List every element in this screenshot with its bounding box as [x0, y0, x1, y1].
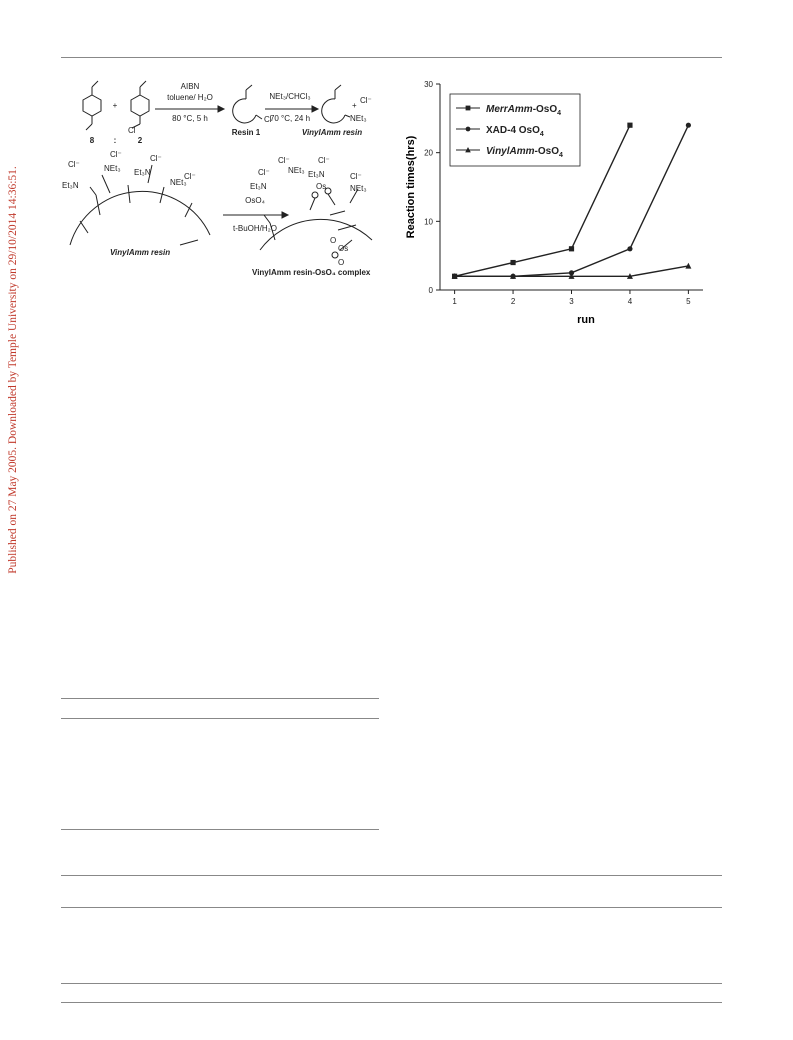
triangle-marker	[626, 273, 633, 279]
step1-conditions: 80 °C, 5 h	[172, 114, 208, 123]
resin-1-bead	[232, 84, 263, 124]
triangle-marker	[685, 262, 692, 269]
osmium-1: Os	[316, 182, 326, 191]
chart-axes: 0 10 20 30 1 2 3 4 5	[424, 80, 703, 306]
triangle-marker	[465, 147, 471, 153]
y-tick-label: 30	[424, 80, 433, 89]
y-axis-label: Reaction times(hrs)	[405, 135, 417, 238]
net3-4: NEt₃	[350, 184, 367, 193]
cl-5: Cl⁻	[278, 156, 290, 165]
y-tick-label: 20	[424, 149, 433, 158]
top-chloride: Cl⁻	[360, 96, 372, 105]
y-tick-label: 10	[424, 217, 433, 226]
vinylamm-resin-label-top: VinylAmm resin	[302, 128, 362, 137]
series-line-1	[454, 124, 631, 277]
plus-sign: +	[113, 101, 118, 110]
table-rule-4	[61, 875, 722, 876]
cl-6: Cl⁻	[258, 168, 270, 177]
x-tick-label: 4	[628, 297, 633, 306]
square-marker	[465, 105, 471, 111]
reaction-scheme: 8 : 2 + Cl AIBN toluene/ H₂O 80 °C, 5 h …	[62, 80, 373, 277]
bottom-rule	[61, 1002, 722, 1003]
cl-3: Cl⁻	[150, 154, 162, 163]
vinylamm-resin-bead	[321, 84, 351, 124]
step3-solvent: t-BuOH/H₂O	[233, 224, 277, 233]
vinylamm-resin-label: VinylAmm resin	[110, 248, 170, 257]
legend-box	[449, 93, 581, 167]
x-tick-label: 5	[686, 297, 691, 306]
table-rule-3	[61, 829, 379, 830]
cl-2: Cl⁻	[68, 160, 80, 169]
step1-solvent: toluene/ H₂O	[167, 93, 213, 102]
resin-1-label: Resin 1	[232, 128, 261, 137]
triangle-marker	[451, 273, 458, 279]
step2-conditions: 70 °C, 24 h	[270, 114, 310, 123]
et3n-4: Et₃N	[308, 170, 325, 179]
table-rule-6	[61, 983, 722, 984]
circle-marker	[627, 246, 633, 252]
circle-marker	[685, 122, 691, 128]
x-tick-label: 3	[569, 297, 574, 306]
top-rule	[61, 57, 722, 58]
complex-resin-arc	[259, 187, 373, 259]
chloride-label: Cl	[128, 126, 136, 135]
compound-8-structure	[82, 80, 102, 131]
circle-marker	[465, 126, 471, 132]
net3-3: NEt₃	[288, 166, 305, 175]
square-marker	[627, 122, 633, 128]
step2-reagent: NEt₃/CHCl₃	[269, 92, 310, 101]
ratio-colon: :	[114, 136, 117, 145]
table-rule-1	[61, 698, 379, 699]
step1-reagent: AIBN	[181, 82, 200, 91]
legend-entry-2: XAD-4 OsO4	[486, 125, 544, 138]
top-plus: +	[352, 101, 357, 110]
cl-1: Cl⁻	[110, 150, 122, 159]
compound-2-structure	[130, 80, 150, 129]
net3-2: NEt₃	[170, 178, 187, 187]
net3-1: NEt₃	[104, 164, 121, 173]
x-tick-label: 2	[511, 297, 516, 306]
square-marker	[568, 246, 575, 252]
vinylamm-resin-arc	[69, 164, 211, 246]
compound-2-label: 2	[138, 136, 143, 145]
et3n-3: Et₃N	[250, 182, 267, 191]
triangle-marker	[568, 273, 575, 279]
cl-8: Cl⁻	[350, 172, 362, 181]
reaction-times-chart: 0 10 20 30 1 2 3 4 5 Reaction times(hrs) run Mer…	[405, 80, 703, 326]
step3-reagent: OsO₄	[245, 196, 265, 205]
chart-legend: MerrAmm-OsO4 XAD-4 OsO4 VinylAmm-OsO4	[449, 93, 581, 167]
triangle-marker	[510, 273, 517, 279]
legend-entry-3: VinylAmm-OsO4	[486, 146, 563, 159]
top-net3: NEt₃	[350, 114, 367, 123]
cl-4: Cl⁻	[184, 172, 196, 181]
x-axis-label: run	[577, 314, 595, 326]
resin1-chloride: Cl	[264, 115, 272, 124]
osmium-2: Os	[338, 244, 348, 253]
cl-7: Cl⁻	[318, 156, 330, 165]
legend-entry-1: MerrAmm-OsO4	[486, 104, 561, 117]
watermark-text: Published on 27 May 2005. Downloaded by …	[7, 166, 19, 574]
et3n-1: Et₃N	[62, 181, 79, 190]
complex-label: VinylAmm resin-OsO₄ complex	[252, 268, 371, 277]
y-tick-label: 0	[429, 286, 434, 295]
series-markers	[451, 122, 692, 279]
et3n-2: Et₃N	[134, 168, 151, 177]
oxygen-1: O	[330, 236, 336, 245]
x-tick-label: 1	[452, 297, 457, 306]
table-rule-5	[61, 907, 722, 908]
download-watermark: Published on 27 May 2005. Downloaded by …	[4, 110, 22, 630]
circle-marker	[568, 270, 575, 276]
square-marker	[510, 259, 516, 266]
oxygen-2: O	[338, 258, 344, 267]
table-rule-2	[61, 718, 379, 719]
compound-8-label: 8	[90, 136, 95, 145]
